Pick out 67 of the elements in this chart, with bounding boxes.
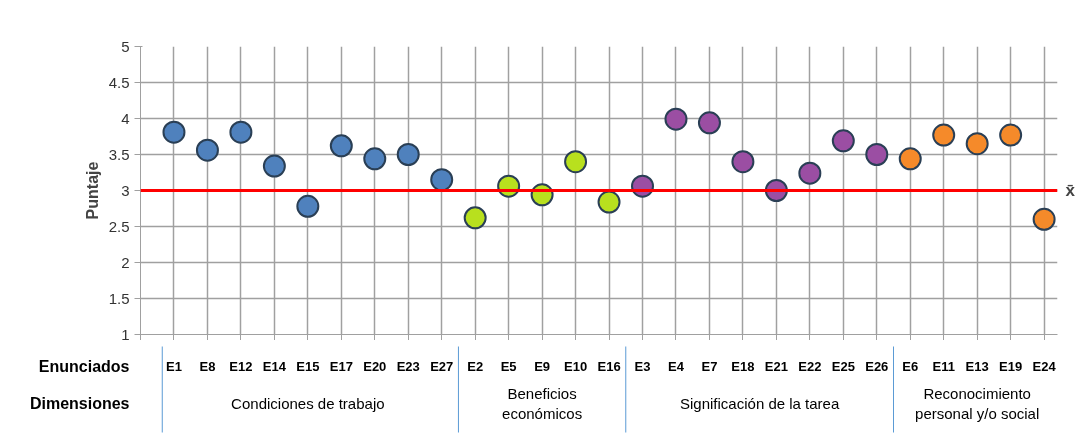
x-tick-label: E25 — [831, 359, 855, 374]
x-tick-label: E17 — [329, 359, 353, 374]
x-tick-label: E6 — [902, 359, 919, 374]
x-tick-label: E5 — [500, 359, 517, 374]
x-tick-label: E22 — [798, 359, 822, 374]
x-tick-label: E10 — [564, 359, 588, 374]
x-tick-label: E14 — [262, 359, 287, 374]
point — [229, 120, 253, 144]
y-tick-label: 4.5 — [108, 73, 130, 91]
text: Reconocimiento personal y/o social — [915, 385, 1040, 422]
x-tick-label: E11 — [932, 359, 955, 374]
y-tick-label: 2 — [121, 253, 130, 271]
x-tick-label: E21 — [764, 359, 788, 374]
text: Enunciados — [38, 358, 130, 375]
point — [162, 120, 186, 144]
point — [731, 150, 755, 174]
x-tick-label: E8 — [199, 359, 216, 374]
point — [798, 161, 822, 185]
y-tick-label: 1 — [121, 325, 130, 343]
point — [831, 129, 855, 153]
y-tick-label: 4 — [121, 109, 130, 127]
text: Significación de la tarea — [680, 395, 840, 412]
y-tick-label: 3 — [121, 181, 130, 199]
x-tick-label: E13 — [965, 359, 989, 374]
point — [898, 147, 922, 171]
point — [932, 123, 956, 147]
x-tick-label: E19 — [999, 359, 1023, 374]
text: Dimensiones — [29, 395, 130, 412]
x-tick-label: E15 — [296, 359, 320, 374]
point — [363, 147, 387, 171]
x-tick-label: E18 — [731, 359, 755, 374]
x-tick-label: E24 — [1032, 359, 1057, 374]
x-tick-label: E4 — [668, 359, 685, 374]
point — [329, 134, 353, 158]
y-axis-title: Puntaje — [83, 161, 101, 220]
x-tick-label: E7 — [701, 359, 718, 374]
x-tick-label: E27 — [430, 359, 454, 374]
x-tick-label: E16 — [597, 359, 621, 374]
point — [1032, 207, 1056, 231]
point — [430, 168, 454, 192]
point — [865, 143, 889, 166]
point — [664, 107, 688, 131]
ref-line-label: x̄ — [1065, 181, 1076, 200]
point — [296, 194, 320, 218]
point — [396, 143, 420, 166]
y-tick-label: 2.5 — [108, 217, 130, 235]
point — [262, 154, 286, 178]
y-tick-label: 5 — [121, 37, 130, 55]
x-tick-label: E20 — [363, 359, 387, 374]
text: Beneficios económicos — [502, 385, 583, 422]
point — [195, 138, 219, 162]
point — [597, 190, 621, 214]
x-tick-label: E9 — [534, 359, 551, 374]
point — [463, 206, 487, 230]
x-tick-label: E23 — [396, 359, 420, 374]
point — [965, 132, 989, 156]
x-tick-label: E26 — [865, 359, 889, 374]
point — [999, 123, 1023, 147]
x-tick-label: E3 — [634, 359, 651, 374]
text: Condiciones de trabajo — [231, 395, 385, 412]
x-tick-label: E1 — [166, 359, 182, 374]
x-tick-label: E2 — [467, 359, 484, 374]
y-tick-label: 1.5 — [108, 289, 130, 307]
point — [564, 150, 588, 174]
y-tick-label: 3.5 — [108, 145, 130, 163]
x-tick-label: E12 — [229, 359, 253, 374]
point — [697, 111, 721, 135]
